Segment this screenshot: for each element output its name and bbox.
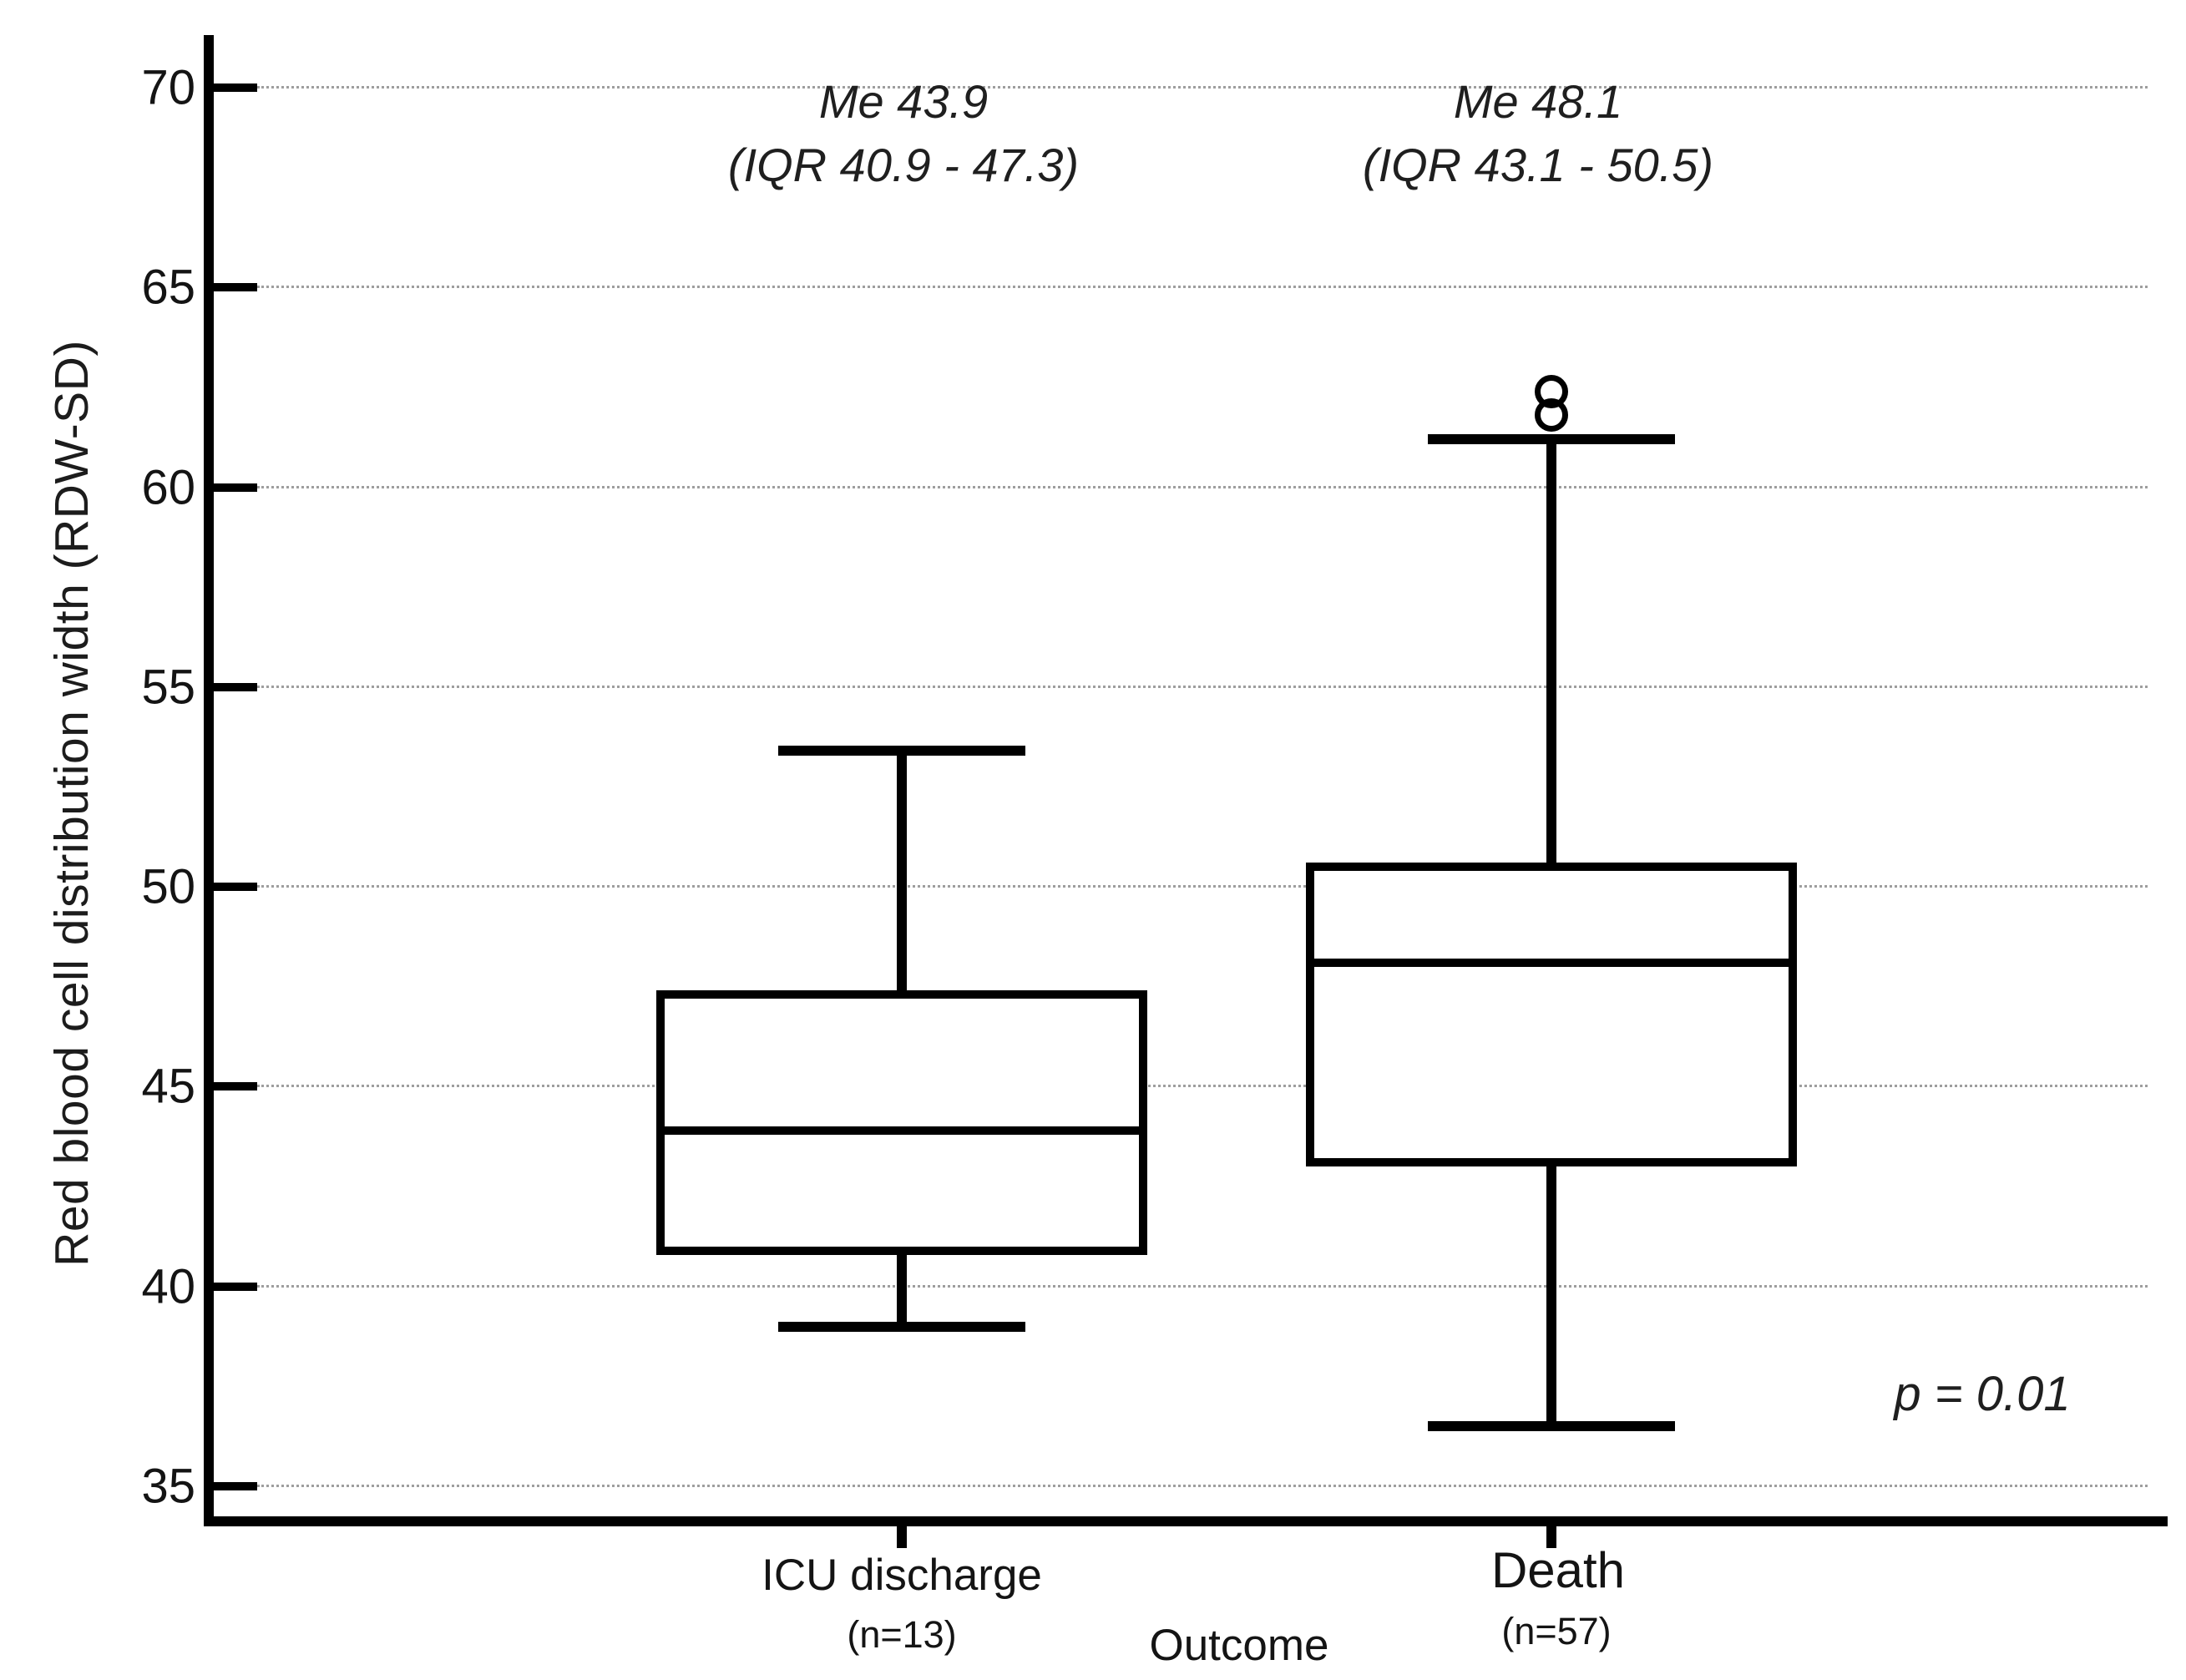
whisker-cap-upper-icu-discharge xyxy=(778,746,1025,757)
annotation-median-icu: Me 43.9 xyxy=(818,75,989,128)
y-tick-label-40: 40 xyxy=(141,1259,195,1314)
annotation-death: Me 48.1 (IQR 43.1 - 50.5) xyxy=(1363,70,1713,197)
x-tick-death xyxy=(1546,1526,1556,1548)
y-gridline-50 xyxy=(257,885,2148,888)
y-tick-label-35: 35 xyxy=(141,1459,195,1514)
y-gridline-65 xyxy=(257,286,2148,289)
y-tick-40 xyxy=(214,1282,257,1291)
y-tick-35 xyxy=(214,1482,257,1490)
whisker-cap-lower-death xyxy=(1428,1421,1675,1432)
y-gridline-45 xyxy=(257,1085,2148,1088)
annotation-median-death: Me 48.1 xyxy=(1453,75,1623,128)
y-tick-50 xyxy=(214,883,257,892)
y-tick-60 xyxy=(214,483,257,492)
y-gridline-35 xyxy=(257,1485,2148,1487)
category-n-death: (n=57) xyxy=(1501,1610,1612,1652)
p-value-label: p = 0.01 xyxy=(1894,1367,2071,1421)
y-tick-label-60: 60 xyxy=(141,460,195,515)
category-label-death: Death xyxy=(1490,1542,1626,1598)
category-label-icu-discharge: ICU discharge xyxy=(762,1551,1042,1600)
y-tick-55 xyxy=(214,682,257,691)
y-tick-label-65: 65 xyxy=(141,260,195,315)
whisker-lower-death xyxy=(1546,1162,1556,1427)
whisker-cap-upper-death xyxy=(1428,434,1675,445)
median-line-death xyxy=(1306,959,1797,968)
category-n-icu-discharge: (n=13) xyxy=(847,1613,957,1656)
annotation-iqr-death: (IQR 43.1 - 50.5) xyxy=(1362,139,1714,191)
y-tick-65 xyxy=(214,283,257,292)
x-tick-icu-discharge xyxy=(897,1526,907,1548)
x-axis-title: Outcome xyxy=(1149,1621,1329,1670)
annotation-icu-discharge: Me 43.9 (IQR 40.9 - 47.3) xyxy=(728,70,1079,197)
whisker-upper-icu-discharge xyxy=(897,751,907,995)
y-gridline-40 xyxy=(257,1284,2148,1288)
y-tick-label-50: 50 xyxy=(141,859,195,914)
median-line-icu-discharge xyxy=(656,1126,1147,1136)
y-tick-45 xyxy=(214,1082,257,1091)
whisker-cap-lower-icu-discharge xyxy=(778,1321,1025,1332)
box-death xyxy=(1306,863,1797,1167)
outlier-circle-death-2 xyxy=(1535,374,1568,408)
y-tick-70 xyxy=(214,83,257,92)
y-axis-line xyxy=(204,35,214,1526)
y-axis-title: Red blood cell distribution width (RDW-S… xyxy=(45,340,99,1267)
y-gridline-55 xyxy=(257,685,2148,688)
y-tick-label-45: 45 xyxy=(141,1059,195,1114)
y-gridline-60 xyxy=(257,485,2148,488)
box-icu-discharge xyxy=(656,990,1147,1255)
whisker-upper-death xyxy=(1546,439,1556,868)
x-axis-line xyxy=(204,1516,2168,1526)
annotation-iqr-icu: (IQR 40.9 - 47.3) xyxy=(727,139,1080,191)
whisker-lower-icu-discharge xyxy=(897,1250,907,1327)
y-tick-label-55: 55 xyxy=(141,660,195,715)
y-tick-label-70: 70 xyxy=(141,60,195,115)
y-gridline-70 xyxy=(257,86,2148,89)
